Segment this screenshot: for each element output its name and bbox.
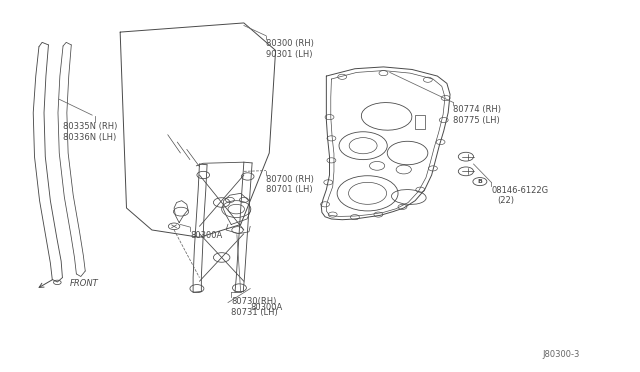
Text: 80300A: 80300A	[250, 302, 282, 311]
Text: 80336N (LH): 80336N (LH)	[63, 133, 116, 142]
Text: 90301 (LH): 90301 (LH)	[266, 50, 312, 59]
Text: 80300A: 80300A	[190, 231, 222, 240]
Text: 08146-6122G: 08146-6122G	[492, 186, 548, 195]
Text: 80701 (LH): 80701 (LH)	[266, 185, 313, 194]
Text: 80300 (RH): 80300 (RH)	[266, 39, 314, 48]
Text: 80775 (LH): 80775 (LH)	[453, 116, 500, 125]
Text: 80335N (RH): 80335N (RH)	[63, 122, 117, 131]
Text: (22): (22)	[498, 196, 515, 205]
Text: FRONT: FRONT	[69, 279, 98, 288]
Text: 80700 (RH): 80700 (RH)	[266, 175, 314, 184]
Text: J80300-3: J80300-3	[542, 350, 579, 359]
Text: 80731 (LH): 80731 (LH)	[231, 308, 278, 317]
Text: 80774 (RH): 80774 (RH)	[453, 105, 501, 114]
Text: 80730(RH): 80730(RH)	[231, 297, 276, 307]
Text: B: B	[477, 179, 483, 184]
